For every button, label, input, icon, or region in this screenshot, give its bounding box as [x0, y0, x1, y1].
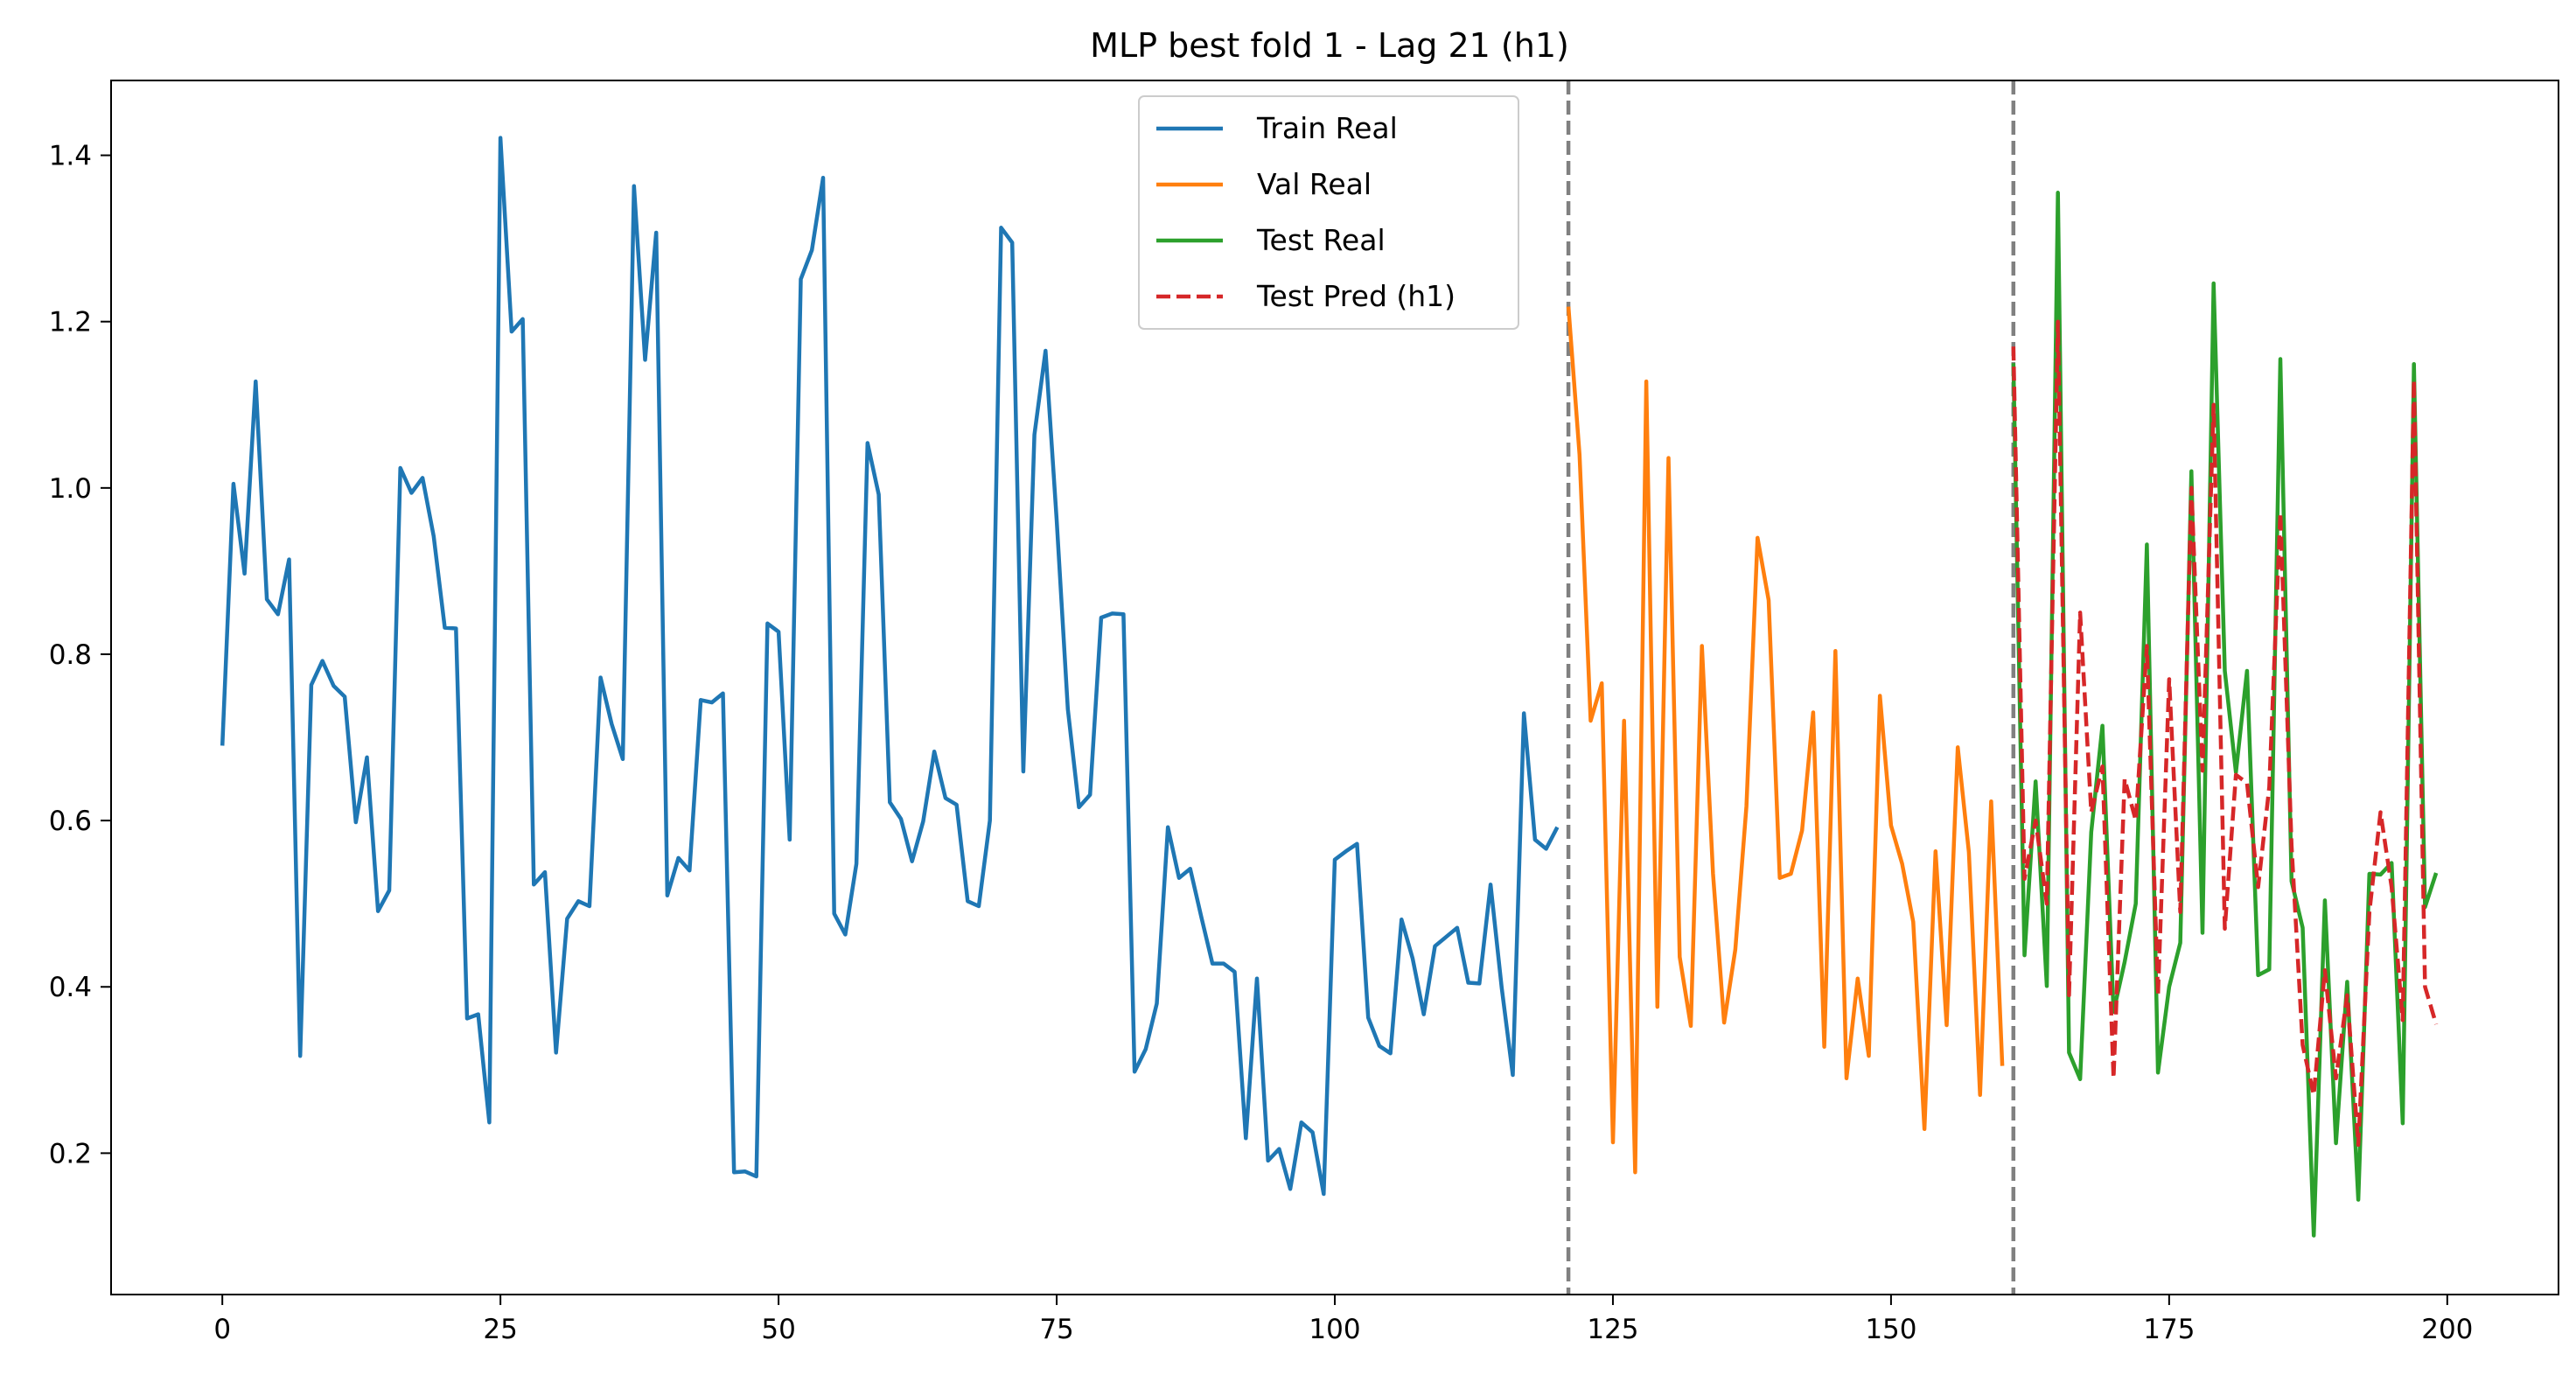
y-tick-label: 1.4 [49, 141, 92, 172]
legend-box [1138, 95, 1519, 330]
series-line-test-pred-h1 [2011, 319, 2439, 1148]
y-tick-label: 0.4 [49, 972, 92, 1003]
x-tick-label: 175 [2143, 1314, 2195, 1345]
x-tick-label: 150 [1865, 1314, 1916, 1345]
legend: Train Real Val Real Test Real Test Pred … [1138, 95, 1519, 330]
y-tick-label: 1.0 [49, 473, 92, 505]
chart-title: MLP best fold 1 - Lag 21 (h1) [1090, 26, 1569, 65]
x-tick-label: 200 [2421, 1314, 2473, 1345]
legend-label-val-real: Val Real [1257, 167, 1372, 201]
legend-label-test-real: Test Real [1256, 223, 1386, 257]
x-tick-label: 25 [483, 1314, 517, 1345]
series-line-train-real [220, 136, 1560, 1197]
series-line-val-real [1566, 306, 2005, 1175]
plot-area [220, 80, 2439, 1295]
x-tick-label: 75 [1039, 1314, 1073, 1345]
y-tick-label: 0.2 [49, 1138, 92, 1169]
y-tick-label: 0.6 [49, 806, 92, 837]
x-tick-label: 100 [1309, 1314, 1360, 1345]
x-tick-label: 50 [761, 1314, 795, 1345]
legend-label-test-pred: Test Pred (h1) [1256, 279, 1456, 313]
y-tick-label: 1.2 [49, 307, 92, 339]
y-tick-label: 0.8 [49, 639, 92, 671]
x-tick-label: 125 [1587, 1314, 1638, 1345]
x-tick-label: 0 [213, 1314, 231, 1345]
legend-label-train-real: Train Real [1256, 111, 1398, 145]
axes: 0 25 50 75 100 125 150 175 200 0.2 0.4 0.6 0.8 1.0 1.2… [49, 80, 2559, 1345]
